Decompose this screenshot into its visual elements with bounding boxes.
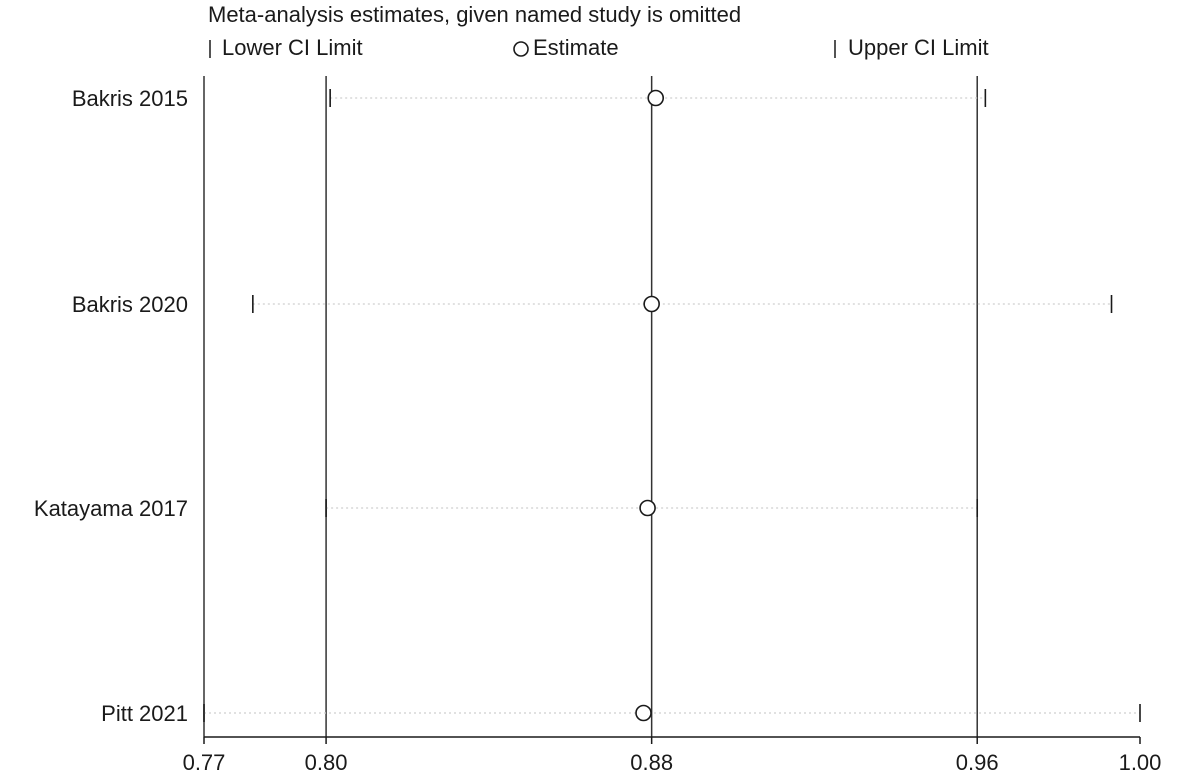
estimate-point [639, 499, 656, 517]
x-tick-label: 1.00 [1119, 750, 1162, 775]
estimate-point [635, 704, 652, 722]
estimate-point [647, 89, 665, 107]
x-tick-label: 0.80 [305, 750, 348, 775]
chart-title: Meta-analysis estimates, given named stu… [208, 2, 741, 27]
legend-upper-ci-label: Upper CI Limit [848, 35, 989, 60]
legend: Lower CI Limit Estimate Upper CI Limit [209, 35, 989, 60]
study-label: Bakris 2020 [72, 292, 188, 317]
legend-lower-ci-label: Lower CI Limit [222, 35, 363, 60]
estimate-point [643, 295, 660, 313]
x-tick-label: 0.88 [630, 750, 673, 775]
legend-estimate-label: Estimate [533, 35, 619, 60]
legend-estimate-icon [513, 41, 529, 57]
study-label: Katayama 2017 [34, 496, 188, 521]
x-tick-label: 0.96 [956, 750, 999, 775]
x-tick-label: 0.77 [183, 750, 226, 775]
study-label: Bakris 2015 [72, 86, 188, 111]
plot-area: Bakris 2015 Bakris 2020 Katayama 2017 Pitt … [34, 76, 1162, 775]
study-label: Pitt 2021 [101, 701, 188, 726]
